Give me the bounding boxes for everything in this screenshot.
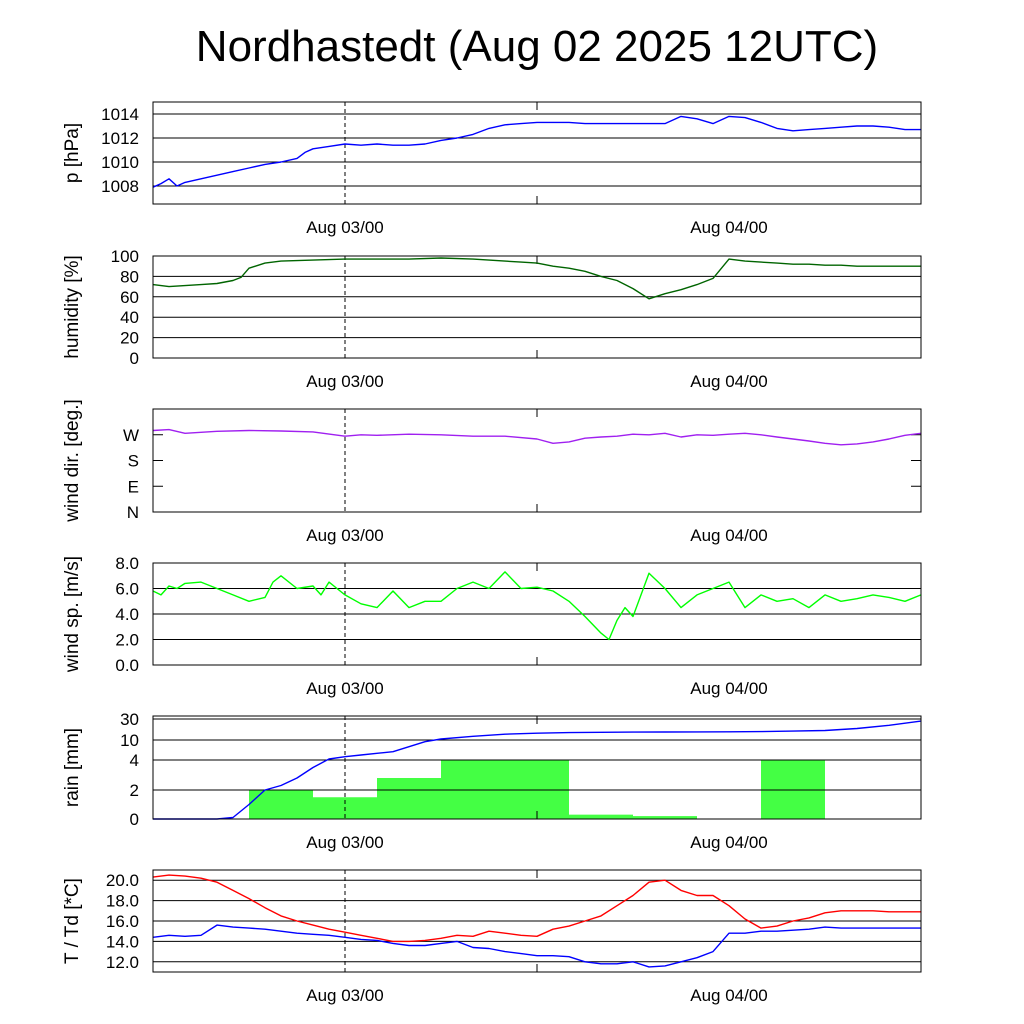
rain-bar	[633, 816, 697, 819]
y-tick-label: 6.0	[115, 580, 139, 599]
y-axis-label: wind dir. [deg.]	[62, 399, 83, 523]
y-tick-label: 4	[130, 751, 139, 770]
y-tick-label: 14.0	[106, 932, 139, 951]
y-tick-label: E	[128, 477, 139, 496]
series-line-Td	[152, 924, 921, 968]
x-tick-label: Aug 04/00	[690, 986, 768, 1005]
plot-frame	[152, 869, 922, 973]
plot-frame	[152, 255, 922, 359]
series-line-cum	[153, 720, 922, 820]
y-tick-label: 0	[130, 810, 139, 829]
y-tick-label: 2	[130, 781, 139, 800]
y-tick-label: S	[128, 452, 139, 471]
y-tick-label: N	[127, 503, 139, 522]
y-tick-label: 1008	[101, 177, 139, 196]
panel-wind_speed: 0.0 2.0 4.0 6.0 8.0 Aug 03/00 Aug 04/00 wind sp…	[62, 554, 922, 698]
y-tick-label: 30	[120, 710, 139, 729]
plot-frame	[152, 101, 922, 205]
series-line-rh	[152, 257, 921, 300]
panel-rain: 0 2 410 30 Aug 03/00 Aug 04/00 rain [mm]	[62, 710, 922, 852]
y-axis-label: p [hPa]	[62, 123, 83, 183]
x-tick-label: Aug 03/00	[306, 372, 384, 391]
y-tick-label: 60	[120, 288, 139, 307]
series-line-p	[152, 115, 921, 188]
rain-bar	[569, 814, 633, 819]
x-tick-label: Aug 04/00	[690, 679, 768, 698]
x-tick-label: Aug 03/00	[306, 679, 384, 698]
series-line-ff	[152, 571, 922, 641]
y-tick-label: 8.0	[115, 554, 139, 573]
y-axis-label: rain [mm]	[62, 728, 83, 807]
y-tick-label: 1014	[101, 105, 139, 124]
y-tick-label: 0.0	[115, 656, 139, 675]
panel-pressure: 1008 1010 1012 1014 Aug 03/00 Aug 04/00 p [hPa…	[62, 101, 922, 237]
y-tick-label: 1010	[101, 153, 139, 172]
rain-bar	[377, 778, 441, 819]
series-line-dir	[152, 428, 922, 446]
x-tick-label: Aug 04/00	[690, 372, 768, 391]
y-tick-label: 0	[130, 349, 139, 368]
x-tick-label: Aug 03/00	[306, 986, 384, 1005]
plot-frame	[152, 715, 922, 820]
x-tick-label: Aug 04/00	[690, 218, 768, 237]
y-tick-label: W	[123, 426, 139, 445]
y-axis-label: humidity [%]	[62, 255, 83, 358]
x-tick-label: Aug 03/00	[306, 526, 384, 545]
series-line-T	[152, 874, 921, 943]
y-tick-label: 2.0	[115, 631, 139, 650]
x-tick-label: Aug 03/00	[306, 218, 384, 237]
x-tick-label: Aug 04/00	[690, 526, 768, 545]
y-tick-label: 16.0	[106, 912, 139, 931]
y-tick-label: 80	[120, 267, 139, 286]
y-tick-label: 1012	[101, 129, 139, 148]
plot-frame	[152, 562, 922, 666]
y-tick-label: 18.0	[106, 892, 139, 911]
y-tick-label: 12.0	[106, 953, 139, 972]
panel-temperature: 12.0 14.016.018.0 20.0 Aug 03/00 Aug 04/00 T …	[62, 869, 922, 1005]
chart-title: Nordhastedt (Aug 02 2025 12UTC)	[195, 22, 879, 71]
y-axis-label: wind sp. [m/s]	[62, 556, 83, 673]
y-tick-label: 40	[120, 308, 139, 327]
rain-bar	[249, 790, 313, 819]
y-tick-label: 10	[120, 731, 139, 750]
y-tick-label: 4.0	[115, 605, 139, 624]
y-tick-label: 20	[120, 329, 139, 348]
plot-frame	[152, 408, 922, 513]
y-tick-label: 20.0	[106, 871, 139, 890]
rain-bar	[505, 759, 569, 819]
x-tick-label: Aug 04/00	[690, 833, 768, 852]
y-axis-label: T / Td [*C]	[62, 878, 83, 964]
x-tick-label: Aug 03/00	[306, 833, 384, 852]
y-tick-label: 100	[111, 247, 139, 266]
